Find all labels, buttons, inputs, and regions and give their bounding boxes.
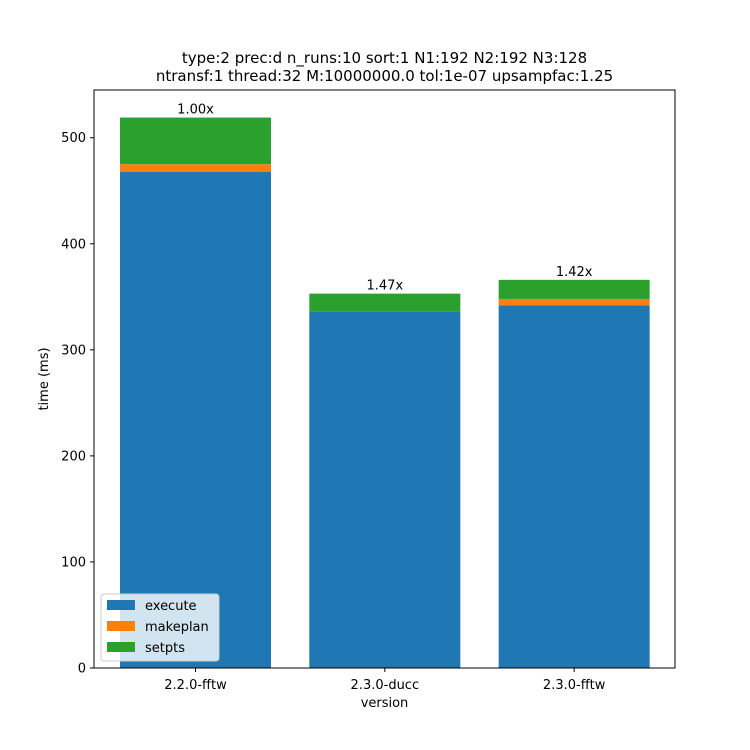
bars-layer: 1.00x 1.47x 1.42x — [120, 103, 650, 668]
y-tick-label: 500 — [61, 131, 86, 146]
y-tick-label: 100 — [61, 555, 86, 570]
y-tick-label: 200 — [61, 449, 86, 464]
y-tick-label: 400 — [61, 237, 86, 252]
chart-title-line-1: type:2 prec:d n_runs:10 sort:1 N1:192 N2… — [182, 49, 587, 68]
chart-title-line-2: ntransf:1 thread:32 M:10000000.0 tol:1e-… — [156, 67, 613, 85]
legend-swatch-execute — [107, 600, 135, 610]
bar-execute-2.3.0-ducc — [309, 311, 461, 668]
axes-layer: 0 100 200 300 400 500 2.2.0-fftw 2.3.0-ducc 2.3.… — [61, 89, 676, 693]
x-tick-label: 2.3.0-ducc — [351, 678, 420, 693]
bar-label-2.3.0-fftw: 1.42x — [556, 265, 593, 280]
bar-setpts-2.3.0-fftw — [498, 279, 650, 299]
y-axis-label: time (ms) — [37, 347, 52, 410]
legend-label-makeplan: makeplan — [145, 620, 209, 635]
x-tick-label: 2.2.0-fftw — [164, 678, 227, 693]
bar-execute-2.3.0-fftw — [498, 305, 650, 668]
legend: execute makeplan setpts — [100, 593, 220, 662]
legend-swatch-setpts — [107, 642, 135, 652]
y-tick-label: 0 — [78, 662, 86, 677]
bar-makeplan-2.3.0-fftw — [498, 298, 650, 306]
bar-makeplan-2.2.0-fftw — [120, 164, 271, 172]
bar-setpts-2.2.0-fftw — [120, 117, 271, 165]
legend-label-setpts: setpts — [145, 641, 185, 656]
x-axis-label: version — [361, 696, 409, 711]
x-tick-label: 2.3.0-fftw — [543, 678, 606, 693]
bar-label-2.3.0-ducc: 1.47x — [367, 279, 404, 294]
bar-execute-2.2.0-fftw — [120, 171, 271, 668]
bar-setpts-2.3.0-ducc — [309, 293, 461, 312]
legend-swatch-makeplan — [107, 621, 135, 631]
bar-label-2.2.0-fftw: 1.00x — [177, 103, 214, 118]
legend-label-execute: execute — [145, 599, 197, 614]
y-tick-label: 300 — [61, 343, 86, 358]
